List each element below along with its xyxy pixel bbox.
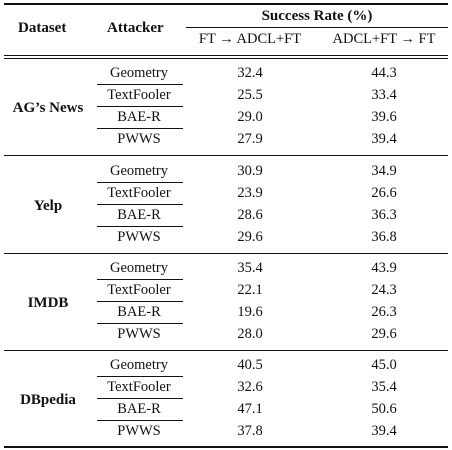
attacker-cell: BAE-R [117, 207, 161, 223]
value-cell-ft-to-adcl: 19.6 [237, 304, 263, 320]
value-cell-ft-to-adcl: 23.9 [237, 185, 263, 201]
attacker-cell: TextFooler [107, 282, 171, 298]
value-cell-adcl-to-ft: 36.3 [371, 207, 397, 223]
attacker-cell: BAE-R [117, 109, 161, 125]
value-cell-adcl-to-ft: 24.3 [371, 282, 397, 298]
attacker-cell: BAE-R [117, 304, 161, 320]
header-bottom-rule [4, 55, 448, 56]
attacker-cell: PWWS [117, 229, 161, 245]
attacker-cell: PWWS [117, 326, 161, 342]
attacker-row-divider [97, 106, 183, 107]
value-cell-adcl-to-ft: 26.6 [371, 185, 397, 201]
value-cell-adcl-to-ft: 35.4 [371, 379, 397, 395]
value-cell-ft-to-adcl: 28.0 [237, 326, 263, 342]
value-cell-adcl-to-ft: 26.3 [371, 304, 397, 320]
header-success-rate-underline [186, 27, 448, 28]
value-cell-adcl-to-ft: 29.6 [371, 326, 397, 342]
dataset-name: IMDB [27, 295, 69, 311]
value-cell-ft-to-adcl: 47.1 [237, 401, 263, 417]
value-cell-ft-to-adcl: 37.8 [237, 423, 263, 439]
dataset-name: Yelp [33, 198, 63, 214]
group-separator-rule [4, 350, 448, 351]
value-cell-adcl-to-ft: 36.8 [371, 229, 397, 245]
attacker-row-divider [97, 279, 183, 280]
dataset-name: DBpedia [20, 392, 76, 408]
attacker-cell: PWWS [117, 423, 161, 439]
attacker-row-divider [97, 226, 183, 227]
value-cell-adcl-to-ft: 33.4 [371, 87, 397, 103]
value-cell-ft-to-adcl: 32.6 [237, 379, 263, 395]
value-cell-adcl-to-ft: 50.6 [371, 401, 397, 417]
attacker-cell: Geometry [110, 357, 168, 373]
value-cell-ft-to-adcl: 27.9 [237, 131, 263, 147]
group-separator-rule [4, 253, 448, 254]
value-cell-adcl-to-ft: 44.3 [371, 65, 397, 81]
header-attacker: Attacker [107, 20, 164, 36]
attacker-cell: PWWS [117, 131, 161, 147]
value-cell-ft-to-adcl: 30.9 [237, 163, 263, 179]
header-dataset: Dataset [18, 20, 67, 36]
value-cell-ft-to-adcl: 28.6 [237, 207, 263, 223]
value-cell-adcl-to-ft: 45.0 [371, 357, 397, 373]
attacker-row-divider [97, 420, 183, 421]
attacker-row-divider [97, 301, 183, 302]
header-success-rate: Success Rate (%) [261, 8, 373, 24]
table-bottom-rule [4, 446, 448, 448]
value-cell-adcl-to-ft: 39.4 [371, 423, 397, 439]
value-cell-adcl-to-ft: 39.6 [371, 109, 397, 125]
group-separator-rule [4, 155, 448, 156]
value-cell-ft-to-adcl: 29.6 [237, 229, 263, 245]
attacker-row-divider [97, 376, 183, 377]
attacker-cell: Geometry [110, 65, 168, 81]
value-cell-ft-to-adcl: 29.0 [237, 109, 263, 125]
value-cell-ft-to-adcl: 32.4 [237, 65, 263, 81]
value-cell-adcl-to-ft: 34.9 [371, 163, 397, 179]
dataset-name: AG’s News [12, 100, 84, 116]
header-col-a: FT → ADCL+FT [198, 31, 302, 47]
header-col-b: ADCL+FT → FT [332, 31, 436, 47]
value-cell-adcl-to-ft: 39.4 [371, 131, 397, 147]
attacker-row-divider [97, 323, 183, 324]
value-cell-ft-to-adcl: 40.5 [237, 357, 263, 373]
attacker-cell: TextFooler [107, 379, 171, 395]
attacker-row-divider [97, 84, 183, 85]
attacker-row-divider [97, 128, 183, 129]
attacker-row-divider [97, 398, 183, 399]
attacker-row-divider [97, 182, 183, 183]
value-cell-ft-to-adcl: 22.1 [237, 282, 263, 298]
table-top-rule [4, 3, 448, 5]
header-bottom-rule-2 [4, 58, 448, 59]
attacker-cell: Geometry [110, 260, 168, 276]
attacker-row-divider [97, 204, 183, 205]
value-cell-ft-to-adcl: 25.5 [237, 87, 263, 103]
value-cell-adcl-to-ft: 43.9 [371, 260, 397, 276]
attacker-cell: TextFooler [107, 87, 171, 103]
value-cell-ft-to-adcl: 35.4 [237, 260, 263, 276]
attacker-cell: Geometry [110, 163, 168, 179]
attacker-cell: BAE-R [117, 401, 161, 417]
attacker-cell: TextFooler [107, 185, 171, 201]
